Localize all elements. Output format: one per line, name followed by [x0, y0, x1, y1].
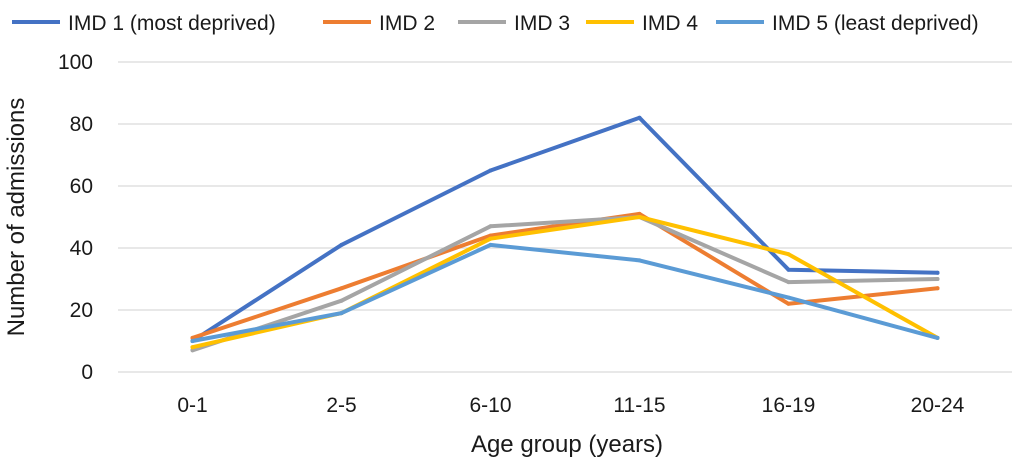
x-axis-title: Age group (years): [471, 431, 663, 458]
data-point: [488, 168, 493, 173]
y-axis-ticks: 0 20 40 60 80 100: [58, 51, 93, 384]
series-group-5: [190, 242, 940, 343]
data-point: [190, 348, 195, 353]
x-tick-label: 16-19: [762, 394, 816, 417]
y-tick-label: 100: [58, 51, 93, 74]
gridlines: [118, 61, 1012, 373]
y-tick-label: 80: [70, 113, 93, 136]
data-point: [935, 277, 940, 281]
data-point: [935, 286, 940, 291]
data-point: [786, 280, 791, 285]
data-point: [786, 267, 791, 272]
data-point: [786, 295, 791, 300]
legend-label: IMD 2: [379, 12, 435, 35]
data-point: [637, 258, 642, 263]
data-point: [488, 224, 493, 229]
data-point: [935, 270, 940, 275]
legend-item-4: IMD 4: [586, 12, 698, 35]
data-point: [190, 345, 195, 350]
series-line-imd-3: [190, 215, 940, 353]
data-point: [786, 301, 791, 306]
data-point: [935, 335, 940, 340]
y-tick-label: 60: [70, 175, 93, 198]
series-lines: [190, 115, 940, 353]
legend-item-2: IMD 2: [323, 12, 435, 35]
legend-label: IMD 4: [642, 12, 698, 35]
x-tick-label: 0-1: [177, 394, 207, 417]
data-point: [190, 339, 195, 343]
y-tick-label: 20: [70, 299, 93, 322]
legend-item-1: IMD 1 (most deprived): [12, 12, 276, 35]
legend-item-5: IMD 5 (least deprived): [716, 12, 979, 35]
x-axis-ticks: 0-1 2-5 6-10 11-15 16-19 20-24: [177, 394, 964, 417]
x-tick-label: 20-24: [911, 394, 965, 417]
legend-item-3: IMD 3: [458, 12, 570, 35]
y-axis-title: Number of admissions: [3, 98, 30, 337]
legend-label: IMD 5 (least deprived): [772, 12, 979, 35]
data-point: [637, 215, 642, 219]
data-point: [637, 211, 642, 216]
data-point: [488, 236, 493, 241]
x-tick-label: 11-15: [613, 394, 665, 417]
data-point: [339, 298, 344, 303]
data-point: [637, 115, 642, 120]
data-point: [339, 286, 344, 291]
legend-label: IMD 1 (most deprived): [68, 12, 276, 35]
series-group-3: [190, 215, 940, 353]
y-tick-label: 0: [81, 361, 93, 384]
data-point: [786, 252, 791, 257]
x-tick-label: 6-10: [469, 394, 511, 417]
data-point: [339, 242, 344, 247]
legend: IMD 1 (most deprived) IMD 2 IMD 3 IMD 4 IMD …: [12, 12, 979, 35]
legend-label: IMD 3: [514, 12, 570, 35]
series-line-imd-5: [190, 242, 940, 343]
series-line-imd-2: [190, 211, 940, 340]
data-point: [339, 311, 344, 316]
x-tick-label: 2-5: [326, 394, 356, 417]
y-tick-label: 40: [70, 237, 93, 260]
data-point: [488, 242, 493, 247]
